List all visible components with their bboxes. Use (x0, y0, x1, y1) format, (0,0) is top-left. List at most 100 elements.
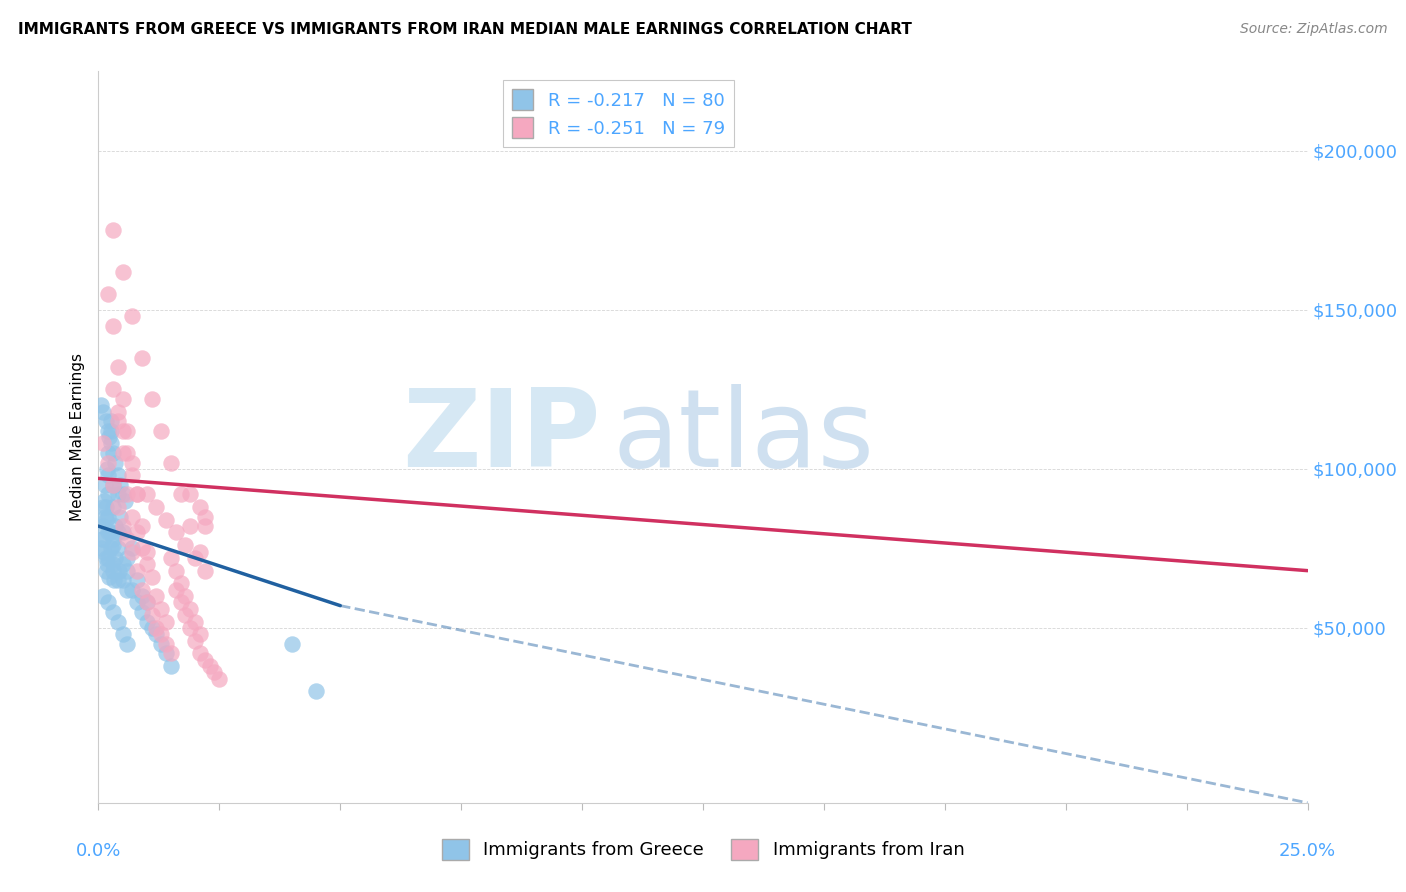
Point (121, 509, 143, 524)
Point (101, 477, 124, 491)
Point (179, 621, 201, 635)
Point (174, 589, 197, 603)
Point (94, 500, 117, 514)
Point (150, 602, 173, 616)
Point (98, 570, 121, 584)
Point (198, 659, 221, 673)
Point (96, 564, 118, 578)
Point (107, 468, 129, 483)
Point (117, 582, 139, 597)
Y-axis label: Median Male Earnings: Median Male Earnings (69, 353, 84, 521)
Point (135, 544, 157, 558)
Point (91, 589, 114, 603)
Point (121, 456, 143, 470)
Point (121, 468, 143, 483)
Point (169, 487, 191, 501)
Point (194, 519, 217, 533)
Point (111, 487, 134, 501)
Point (107, 404, 129, 418)
Point (91, 404, 114, 418)
Point (135, 615, 157, 629)
Point (101, 558, 124, 572)
Point (131, 589, 153, 603)
Point (174, 538, 197, 552)
Text: 0.0%: 0.0% (76, 842, 121, 860)
Point (107, 541, 129, 556)
Point (117, 487, 139, 501)
Point (114, 493, 136, 508)
Point (160, 659, 183, 673)
Point (169, 576, 191, 591)
Point (90, 398, 112, 412)
Point (101, 538, 124, 552)
Point (127, 525, 149, 540)
Point (108, 509, 131, 524)
Point (101, 500, 124, 514)
Point (97, 525, 120, 540)
Point (101, 318, 124, 333)
Point (208, 672, 231, 686)
Point (100, 414, 122, 428)
Point (141, 570, 163, 584)
Point (107, 414, 129, 428)
Point (91, 500, 114, 514)
Point (111, 627, 134, 641)
Point (194, 564, 217, 578)
Point (188, 544, 211, 558)
Text: Source: ZipAtlas.com: Source: ZipAtlas.com (1240, 22, 1388, 37)
Point (165, 582, 187, 597)
Point (107, 500, 129, 514)
Point (107, 525, 129, 540)
Point (91, 532, 114, 546)
Point (101, 223, 124, 237)
Point (117, 550, 139, 565)
Point (111, 265, 134, 279)
Point (135, 595, 157, 609)
Point (97, 595, 120, 609)
Point (91, 519, 114, 533)
Point (305, 684, 328, 698)
Point (141, 392, 163, 406)
Point (179, 602, 201, 616)
Point (169, 595, 191, 609)
Point (127, 487, 149, 501)
Point (101, 564, 124, 578)
Point (107, 615, 129, 629)
Point (94, 414, 117, 428)
Point (117, 446, 139, 460)
Point (104, 550, 127, 565)
Point (107, 360, 129, 375)
Point (97, 550, 120, 565)
Point (121, 310, 143, 324)
Point (93, 509, 115, 524)
Point (111, 573, 134, 587)
Point (117, 424, 139, 438)
Point (121, 544, 143, 558)
Point (281, 637, 304, 651)
Point (111, 446, 134, 460)
Point (131, 582, 153, 597)
Point (100, 424, 122, 438)
Point (107, 573, 129, 587)
Point (194, 653, 217, 667)
Point (155, 513, 177, 527)
Point (121, 582, 143, 597)
Point (97, 446, 120, 460)
Point (96, 462, 118, 476)
Point (98, 525, 121, 540)
Text: atlas: atlas (613, 384, 875, 490)
Point (188, 627, 211, 641)
Point (194, 509, 217, 524)
Point (160, 456, 183, 470)
Text: IMMIGRANTS FROM GREECE VS IMMIGRANTS FROM IRAN MEDIAN MALE EARNINGS CORRELATION : IMMIGRANTS FROM GREECE VS IMMIGRANTS FRO… (18, 22, 912, 37)
Point (141, 621, 163, 635)
Point (141, 608, 163, 623)
Point (145, 621, 167, 635)
Point (107, 487, 129, 501)
Point (101, 383, 124, 397)
Point (145, 589, 167, 603)
Point (103, 573, 125, 587)
Point (117, 637, 139, 651)
Point (204, 665, 226, 680)
Point (100, 541, 122, 556)
